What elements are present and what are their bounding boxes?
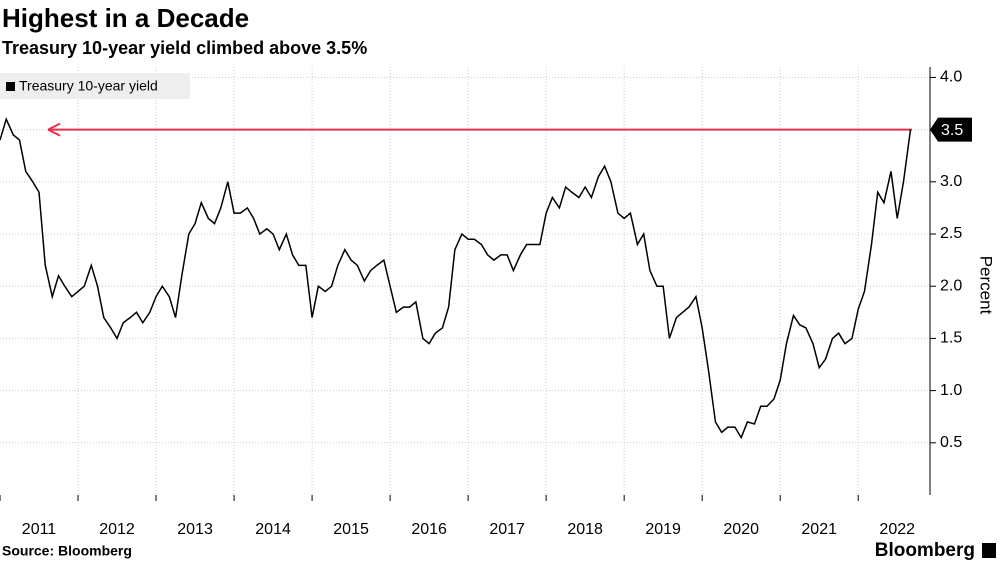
line [0,117,912,440]
source: Source: Bloomberg [2,543,132,559]
y-axis-label: Percent [977,256,996,315]
callout-label: 3.5 [941,122,963,139]
y-tick-label: 1.0 [940,382,962,399]
y-tick-label: 2.0 [940,277,962,294]
x-tick-label: 2011 [22,521,57,538]
brand-icon [982,543,996,558]
chart-title: Highest in a Decade [2,3,249,33]
x-tick-label: 2017 [489,521,525,538]
x-tick-label: 2020 [723,521,759,538]
chart-subtitle: Treasury 10-year yield climbed above 3.5… [2,38,367,58]
brand: Bloomberg [875,540,975,561]
arrow-head [47,122,61,137]
x-tick-label: 2019 [645,521,681,538]
x-tick-label: 2012 [99,521,135,538]
y-tick-label: 1.5 [940,330,962,347]
legend-box [0,73,190,99]
x-tick-label: 2013 [177,521,213,538]
legend-swatch [6,82,15,91]
callout [930,117,972,142]
y-tick-label: 0.5 [940,434,962,451]
x-tick-label: 2021 [801,521,837,538]
x-tick-label: 2015 [333,521,369,538]
y-tick-label: 3.0 [940,173,962,190]
x-tick-label: 2018 [567,521,603,538]
x-tick-label: 2022 [879,521,915,538]
y-tick-label: 4.0 [940,69,962,86]
x-tick-label: 2016 [411,521,447,538]
legend-label: Treasury 10-year yield [19,78,158,94]
x-tick-label: 2014 [255,521,291,538]
y-tick-label: 2.5 [940,225,962,242]
